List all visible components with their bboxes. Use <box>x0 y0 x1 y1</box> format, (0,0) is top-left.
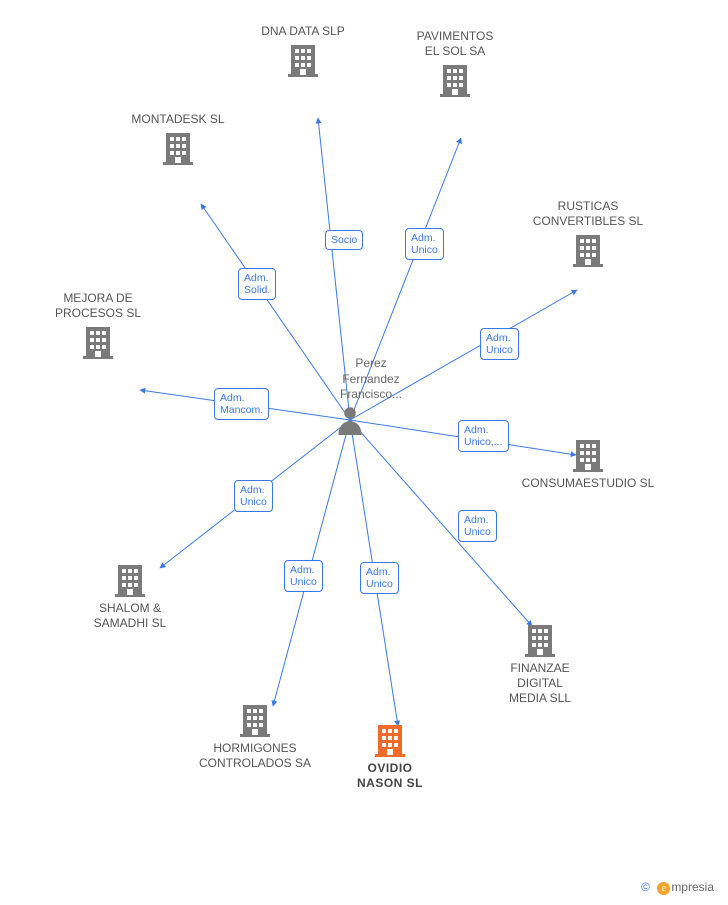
copyright-footer: © empresia <box>641 880 714 895</box>
company-node-pavimentos: PAVIMENTOS EL SOL SA <box>375 29 535 101</box>
company-label: FINANZAE DIGITAL MEDIA SLL <box>460 661 620 706</box>
building-icon <box>83 325 113 359</box>
brand-name: mpresia <box>671 880 714 894</box>
company-node-rusticas: RUSTICAS CONVERTIBLES SL <box>508 199 668 271</box>
center-person-label: Perez Fernandez Francisco... <box>331 356 411 403</box>
company-node-montadesk: MONTADESK SL <box>98 112 258 169</box>
company-label: MEJORA DE PROCESOS SL <box>18 291 178 321</box>
building-icon <box>163 131 193 165</box>
building-icon <box>440 63 470 97</box>
company-label: DNA DATA SLP <box>223 24 383 39</box>
edge-label: Adm. Unico <box>405 228 444 260</box>
building-icon <box>115 563 145 597</box>
building-icon <box>573 233 603 267</box>
building-icon <box>375 723 405 757</box>
company-label: PAVIMENTOS EL SOL SA <box>375 29 535 59</box>
building-icon <box>525 623 555 657</box>
company-node-consuma: CONSUMAESTUDIO SL <box>508 438 668 491</box>
network-diagram: Perez Fernandez Francisco... DNA DATA SL… <box>0 0 728 905</box>
company-node-dna: DNA DATA SLP <box>223 24 383 81</box>
building-icon <box>288 43 318 77</box>
building-icon <box>573 438 603 472</box>
edge-label: Adm. Solid. <box>238 268 276 300</box>
edge-label: Adm. Unico,... <box>458 420 509 452</box>
edge-label: Adm. Unico <box>234 480 273 512</box>
building-icon <box>240 703 270 737</box>
copyright-symbol: © <box>641 880 650 894</box>
brand-badge: e <box>657 882 670 895</box>
company-label: MONTADESK SL <box>98 112 258 127</box>
company-node-shalom: SHALOM & SAMADHI SL <box>50 563 210 631</box>
edge-label: Adm. Unico <box>284 560 323 592</box>
edge-label: Adm. Mancom. <box>214 388 269 420</box>
company-node-mejora: MEJORA DE PROCESOS SL <box>18 291 178 363</box>
company-label: SHALOM & SAMADHI SL <box>50 601 210 631</box>
edge-label: Adm. Unico <box>360 562 399 594</box>
edge-label: Socio <box>325 230 363 250</box>
company-node-finanzae: FINANZAE DIGITAL MEDIA SLL <box>460 623 620 706</box>
company-label: RUSTICAS CONVERTIBLES SL <box>508 199 668 229</box>
company-label: CONSUMAESTUDIO SL <box>508 476 668 491</box>
company-node-ovidio: OVIDIO NASON SL <box>310 723 470 791</box>
edge-label: Adm. Unico <box>480 328 519 360</box>
edge-label: Adm. Unico <box>458 510 497 542</box>
company-label: OVIDIO NASON SL <box>310 761 470 791</box>
person-icon <box>336 405 364 440</box>
